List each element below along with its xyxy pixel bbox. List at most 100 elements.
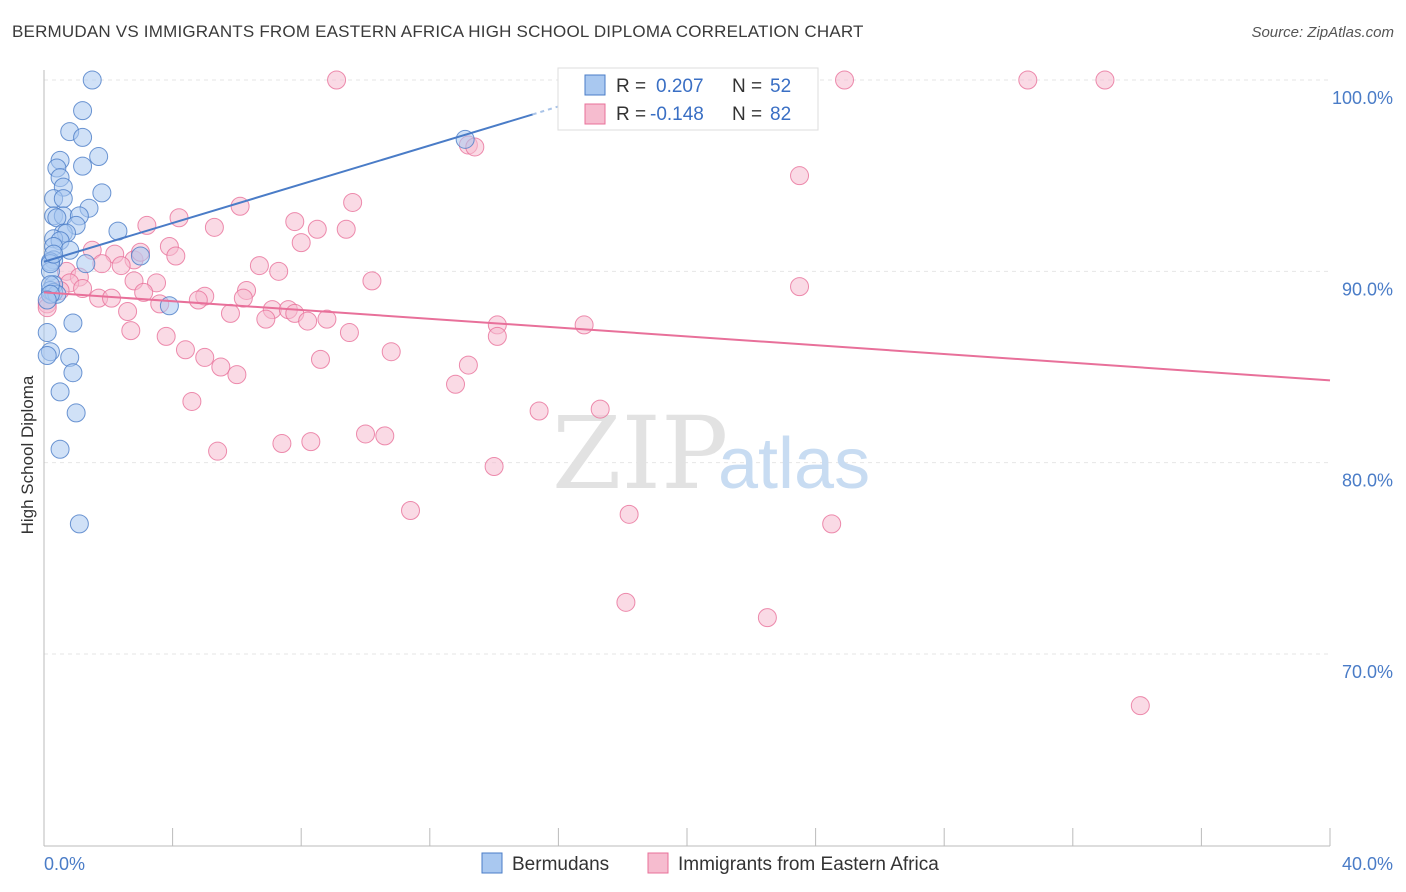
bermudans-point-3 bbox=[73, 127, 93, 147]
bottom-legend-swatch-immigrants bbox=[647, 852, 669, 874]
immigrants-point-57 bbox=[195, 347, 215, 367]
immigrants-point-54 bbox=[487, 326, 507, 346]
immigrants-point-46 bbox=[317, 309, 337, 329]
bermudans-point-4 bbox=[89, 147, 109, 167]
immigrants-point-38 bbox=[188, 290, 208, 310]
bermudans-point-1 bbox=[73, 101, 93, 121]
legend-n-value-2: 82 bbox=[770, 104, 791, 125]
immigrants-point-71 bbox=[484, 456, 504, 476]
immigrants-point-13 bbox=[307, 219, 327, 239]
immigrants-point-3 bbox=[1095, 70, 1115, 90]
immigrants-point-44 bbox=[220, 303, 240, 323]
immigrants-point-62 bbox=[446, 374, 466, 394]
bermudans-point-38 bbox=[159, 296, 179, 316]
immigrants-point-63 bbox=[182, 391, 202, 411]
bottom-legend: Bermudans Immigrants from Eastern Africa bbox=[481, 852, 939, 875]
immigrants-point-67 bbox=[375, 426, 395, 446]
bottom-legend-label-immigrants: Immigrants from Eastern Africa bbox=[678, 854, 939, 875]
immigrants-point-14 bbox=[336, 219, 356, 239]
immigrants-point-76 bbox=[757, 608, 777, 628]
immigrants-point-74 bbox=[822, 514, 842, 534]
immigrants-point-1 bbox=[835, 70, 855, 90]
bottom-legend-label-bermudans: Bermudans bbox=[512, 854, 609, 875]
immigrants-point-70 bbox=[208, 441, 228, 461]
x-tick-label-1: 40.0% bbox=[1342, 854, 1393, 874]
x-axis-tick-labels: 0.0% 40.0% bbox=[44, 854, 1393, 874]
bermudans-point-49 bbox=[455, 129, 475, 149]
x-axis-ticks bbox=[43, 828, 1331, 846]
immigrants-point-34 bbox=[134, 282, 154, 302]
bermudans-point-6 bbox=[73, 156, 93, 176]
immigrants-point-50 bbox=[574, 315, 594, 335]
immigrants-point-65 bbox=[590, 399, 610, 419]
bermudans-point-28 bbox=[76, 254, 96, 274]
immigrants-point-20 bbox=[92, 254, 112, 274]
immigrants-point-10 bbox=[285, 212, 305, 232]
bermudans-point-42 bbox=[37, 346, 57, 366]
legend-swatch-immigrants bbox=[584, 103, 606, 125]
bermudans-point-39 bbox=[63, 313, 83, 333]
immigrants-point-48 bbox=[298, 311, 318, 331]
immigrants-point-21 bbox=[111, 256, 131, 276]
legend-swatch-bermudans bbox=[584, 74, 606, 96]
y-axis-tick-labels: 100.0% 90.0% 80.0% 70.0% bbox=[1332, 88, 1393, 682]
legend-r-label-1: R = bbox=[616, 76, 646, 97]
y-tick-label-3: 70.0% bbox=[1342, 662, 1393, 682]
immigrants-point-18 bbox=[166, 246, 186, 266]
immigrants-point-32 bbox=[790, 277, 810, 297]
bermudans-point-10 bbox=[92, 183, 112, 203]
legend-n-value-1: 52 bbox=[770, 76, 791, 97]
bermudans-point-48 bbox=[69, 514, 89, 534]
immigrants-point-12 bbox=[204, 217, 224, 237]
immigrants-point-2 bbox=[1018, 70, 1038, 90]
bottom-legend-swatch-bermudans bbox=[481, 852, 503, 874]
legend-r-value-1: 0.207 bbox=[656, 76, 704, 97]
immigrants-point-56 bbox=[381, 342, 401, 362]
immigrants-point-51 bbox=[121, 321, 141, 341]
top-legend: R = 0.207 N = 52 R = -0.148 N = 82 bbox=[557, 67, 819, 131]
immigrants-point-72 bbox=[401, 501, 421, 520]
immigrants-point-27 bbox=[147, 273, 167, 293]
immigrants-point-45 bbox=[118, 302, 138, 322]
bermudans-point-47 bbox=[50, 439, 70, 459]
trend-line-bermudans bbox=[43, 113, 533, 263]
immigrants-point-28 bbox=[362, 271, 382, 291]
bermudans-point-37 bbox=[37, 290, 57, 310]
watermark-zip: ZIP bbox=[552, 395, 728, 512]
y-tick-label-0: 100.0% bbox=[1332, 88, 1393, 108]
bermudans-point-46 bbox=[66, 403, 86, 423]
immigrants-point-80 bbox=[233, 288, 253, 308]
immigrants-point-68 bbox=[301, 432, 321, 452]
immigrants-point-59 bbox=[458, 355, 478, 375]
y-tick-label-1: 90.0% bbox=[1342, 279, 1393, 299]
immigrants-point-52 bbox=[339, 323, 359, 343]
immigrants-point-53 bbox=[156, 326, 176, 346]
immigrants-point-0 bbox=[327, 70, 347, 90]
immigrants-point-55 bbox=[175, 340, 195, 360]
immigrants-point-75 bbox=[616, 592, 636, 612]
immigrants-point-6 bbox=[790, 166, 810, 186]
series-bermudans-points bbox=[37, 70, 475, 534]
chart-source: Source: ZipAtlas.com bbox=[1251, 24, 1394, 41]
bermudans-point-45 bbox=[50, 382, 70, 402]
series-immigrants-points bbox=[37, 70, 1150, 716]
bermudans-point-44 bbox=[63, 363, 83, 383]
bermudans-point-29 bbox=[130, 246, 150, 266]
immigrants-point-81 bbox=[291, 233, 311, 253]
immigrants-point-60 bbox=[211, 357, 231, 377]
immigrants-point-73 bbox=[619, 504, 639, 524]
legend-r-value-2: -0.148 bbox=[650, 104, 704, 125]
bermudans-point-40 bbox=[37, 323, 57, 343]
trend-lines bbox=[43, 90, 1331, 382]
immigrants-point-66 bbox=[356, 424, 375, 444]
watermark-atlas: atlas bbox=[718, 424, 870, 504]
bermudans-point-43 bbox=[60, 347, 80, 367]
legend-r-label-2: R = bbox=[616, 104, 646, 125]
bermudans-point-51 bbox=[44, 244, 64, 264]
legend-n-label-1: N = bbox=[732, 76, 762, 97]
immigrants-point-9 bbox=[169, 208, 189, 228]
immigrants-point-69 bbox=[272, 434, 292, 454]
x-tick-label-0: 0.0% bbox=[44, 854, 85, 874]
trend-line-immigrants bbox=[43, 291, 1331, 382]
